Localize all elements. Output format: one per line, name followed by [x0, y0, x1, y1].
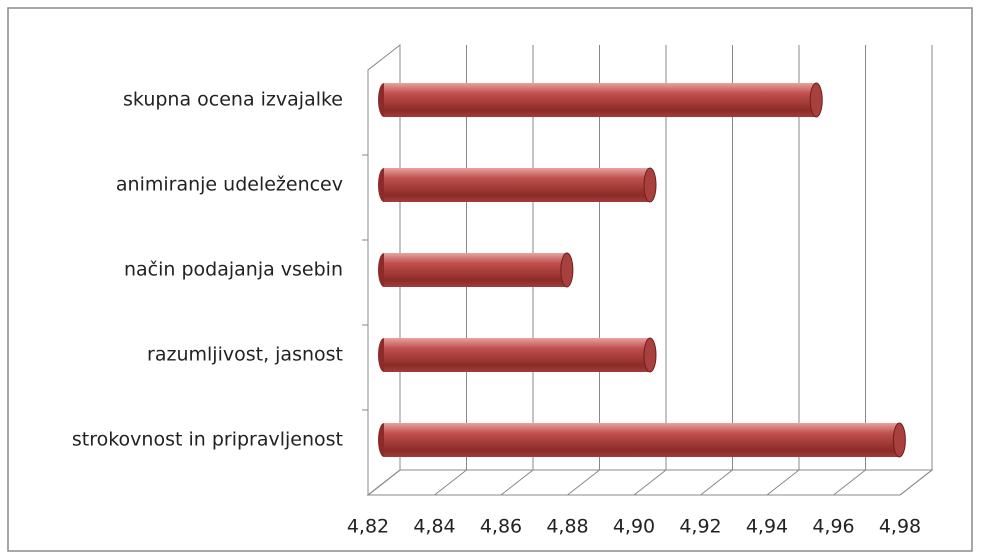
bar-body [384, 423, 900, 457]
y-tick-label: skupna ocena izvajalke [123, 89, 343, 111]
bar-cap-end [809, 82, 823, 118]
bar-cap-end [892, 422, 906, 458]
x-tick-label: 4,96 [812, 516, 854, 538]
x-tick-label: 4,84 [413, 516, 455, 538]
bar-cap-end [643, 337, 657, 373]
bar [378, 422, 906, 458]
x-tick-label: 4,92 [679, 516, 721, 538]
bar [378, 82, 823, 118]
grid-line [633, 45, 667, 496]
bar-body [384, 338, 650, 372]
bar-body [384, 83, 817, 117]
bar-body [384, 253, 567, 287]
y-tick-label: razumljivost, jasnost [147, 344, 343, 366]
grid-line [700, 45, 733, 496]
bar [378, 252, 574, 288]
y-tick-label: animiranje udeležencev [116, 174, 343, 196]
x-tick-label: 4,98 [879, 516, 921, 538]
grid-line [833, 45, 866, 496]
bar-cap-end [643, 167, 657, 203]
grid-line [899, 45, 933, 496]
x-tick-label: 4,94 [746, 516, 788, 538]
x-tick-label: 4,86 [480, 516, 522, 538]
y-tick-label: način podajanja vsebin [124, 259, 343, 281]
x-tick-label: 4,88 [546, 516, 588, 538]
grid-line [766, 45, 800, 496]
bar [378, 337, 657, 373]
x-tick-label: 4,82 [347, 516, 389, 538]
y-tick-label: strokovnost in pripravljenost [72, 429, 343, 451]
bar-cap-end [560, 252, 574, 288]
bar-body [384, 168, 650, 202]
bar [378, 167, 657, 203]
x-tick-label: 4,90 [613, 516, 655, 538]
